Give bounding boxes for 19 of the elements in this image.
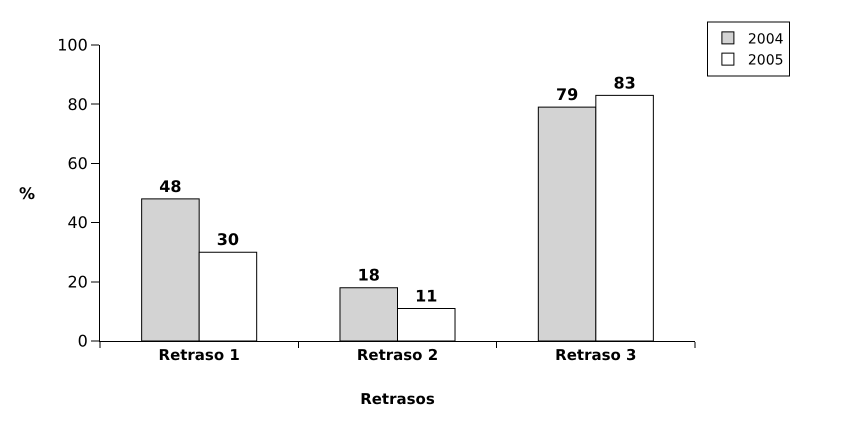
- data-label: 48: [159, 176, 182, 196]
- data-label: 83: [613, 73, 636, 92]
- y-tick-label: 40: [67, 213, 88, 232]
- y-tick-label: 0: [78, 332, 88, 351]
- data-label: 30: [216, 230, 240, 250]
- data-label: 79: [556, 85, 578, 104]
- y-tick-label: 60: [67, 154, 88, 173]
- data-label: 11: [415, 286, 438, 306]
- y-tick-label: 100: [57, 36, 88, 55]
- x-tick-label: Retraso 3: [555, 346, 636, 364]
- legend-label: 2005: [748, 52, 784, 69]
- x-tick-label: Retraso 1: [158, 346, 240, 364]
- x-axis-title: Retrasos: [360, 390, 435, 408]
- y-tick-label: 80: [67, 94, 88, 114]
- y-axis-title: %: [19, 184, 36, 203]
- data-label: 18: [358, 266, 380, 285]
- y-tick-label: 20: [67, 272, 88, 292]
- x-tick-label: Retraso 2: [356, 346, 438, 364]
- legend-label: 2004: [748, 31, 784, 48]
